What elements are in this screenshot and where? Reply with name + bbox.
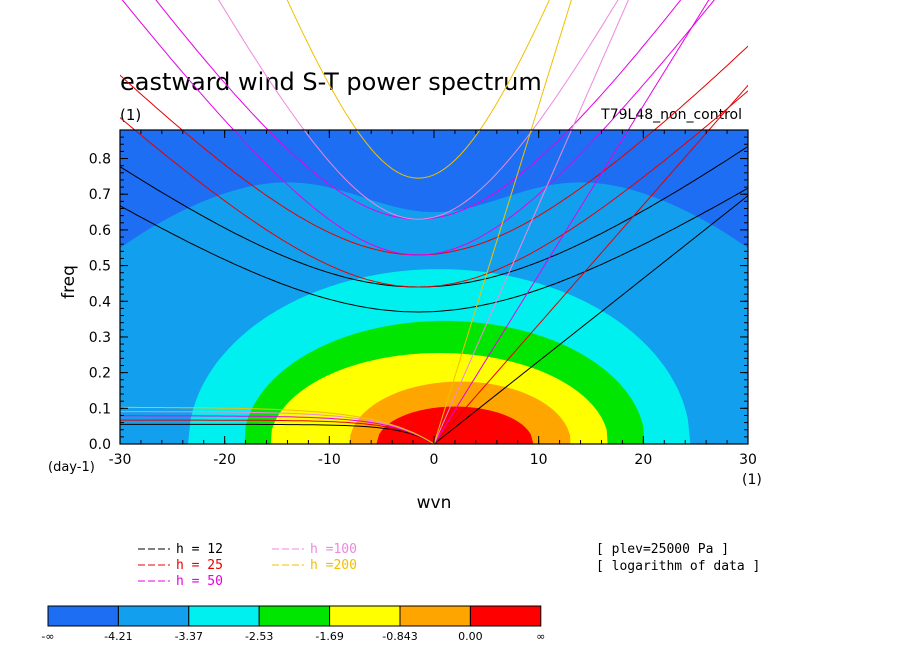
rossby-curve-4 [120,406,435,444]
y-tick-label: 0.8 [89,152,111,168]
chart-title: eastward wind S-T power spectrum [120,68,542,96]
chart-subtitle-left: (1) [120,106,141,124]
dispersion-curve-2-eig-1 [155,0,682,220]
dispersion-curve-0-eig-0 [120,187,748,313]
dispersion-curve-1-eig-0 [120,90,748,288]
annotation-plev: [ plev=25000 Pa ] [596,542,729,557]
y-tick-label: 0.5 [89,259,111,275]
color-bar: -∞ -4.21 -3.37 -2.53 -1.69 -0.843 0.00 ∞ [41,605,545,643]
legend-label-4: h =200 [310,558,357,573]
x-tick-label: 10 [530,452,548,468]
y-tick-label: 0.7 [89,187,111,203]
dispersion-curve-3-eig-0 [218,0,619,220]
dispersion-curve-2-eig-0 [121,0,715,256]
power-bands [120,182,748,444]
annotation-log: [ logarithm of data ] [596,559,760,574]
y-tick-label: 0.6 [89,223,111,239]
rossby-curve-2 [120,415,435,444]
colorbar-swatch-3 [258,605,331,627]
colorbar-label-6: 0.00 [458,630,483,643]
dispersion-curve-4-eig-0 [286,0,550,179]
legend-label-3: h =100 [310,542,357,557]
kelvin-line-1 [433,84,748,444]
rossby-curve-3 [120,411,435,444]
y-tick-label: 0.4 [89,294,111,310]
y-tick-label: 0.3 [89,330,111,346]
x-tick-label: 30 [739,452,757,468]
rossby-curve-1 [120,419,435,444]
kelvin-line-4 [433,0,572,444]
colorbar-swatch-1 [117,605,190,627]
kelvin-line-3 [433,0,629,444]
colorbar-label-3: -2.53 [245,630,273,643]
y-axis-unit: (day-1) [48,460,95,475]
rossby-curve-0 [120,423,435,444]
colorbar-label-4: -1.69 [315,630,343,643]
legend-label-0: h = 12 [176,542,223,557]
x-tick-label: -10 [318,452,341,468]
colorbar-swatch-6 [469,605,542,627]
colorbar-label-0: -∞ [41,630,54,643]
x-tick-label: -30 [109,452,132,468]
colorbar-swatch-2 [188,605,260,627]
y-tick-label: 0.2 [89,366,111,382]
legend-label-1: h = 25 [176,558,223,573]
colorbar-swatch-5 [399,605,471,627]
colorbar-label-1: -4.21 [104,630,132,643]
x-axis: -30 -20 -10 0 10 20 30 [109,130,757,468]
colorbar-label-7: ∞ [536,630,545,643]
y-tick-label: 0.0 [89,437,111,453]
y-tick-label: 0.1 [89,401,111,417]
colorbar-label-2: -3.37 [175,630,203,643]
colorbar-swatch-4 [329,605,401,627]
kelvin-line-2 [433,0,710,444]
x-tick-label: 20 [634,452,652,468]
y-axis: 0.0 0.1 0.2 0.3 0.4 0.5 0.6 0.7 0.8 [89,136,748,453]
kelvin-line-0 [433,194,748,444]
x-tick-label: 0 [430,452,439,468]
x-axis-label: wvn [417,493,452,513]
legend-label-2: h = 50 [176,574,223,589]
dispersion-curves [120,0,748,444]
colorbar-swatch-0 [47,605,119,627]
x-axis-unit: (1) [742,472,762,488]
y-axis-label: freq [59,265,79,299]
x-tick-label: -20 [213,452,236,468]
colorbar-label-5: -0.843 [382,630,417,643]
